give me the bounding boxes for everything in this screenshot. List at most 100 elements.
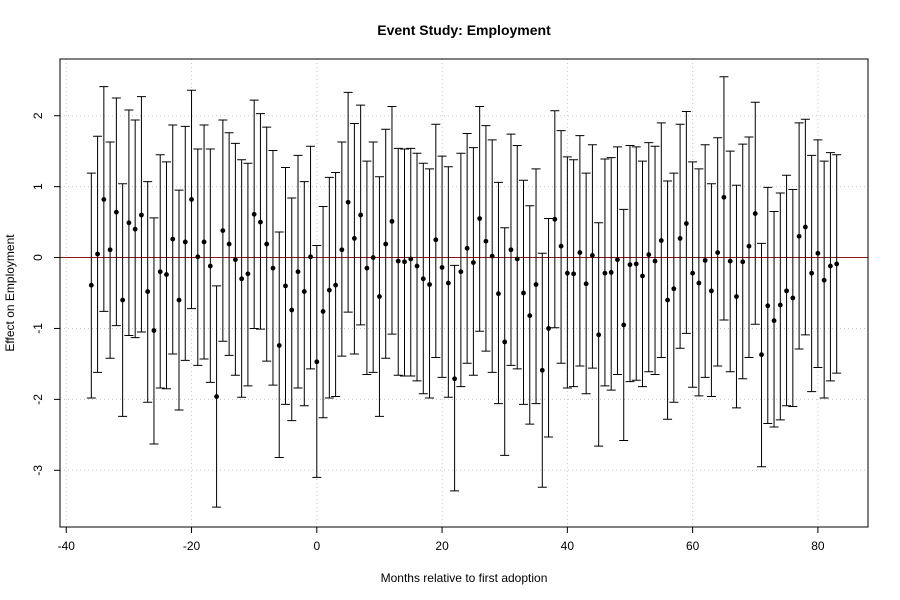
data-point [264,241,270,247]
data-point [170,236,176,242]
data-point [402,259,407,265]
data-point [445,280,451,286]
data-point [646,252,652,258]
data-point [521,290,526,296]
data-point [615,257,620,263]
data-point [207,263,213,269]
data-point [226,241,232,247]
data-point [345,199,351,205]
data-point [533,282,539,287]
data-point [370,255,376,260]
data-point [333,282,338,288]
points-layer [88,194,840,399]
data-point [145,289,151,294]
y-tick-label: 1 [31,183,45,190]
data-point [546,326,551,331]
data-point [88,282,94,288]
data-point [552,216,558,222]
data-point [564,270,570,276]
data-point [139,212,144,218]
y-axis: -3 -2 -1 0 1 2 [31,112,61,476]
data-point [220,228,226,234]
data-point [590,253,595,258]
y-tick-label: -2 [31,394,45,405]
data-point [414,263,420,269]
data-point [283,283,288,289]
data-point [683,221,689,226]
data-point [389,218,395,224]
data-point [539,367,545,373]
data-point [477,216,483,221]
y-tick-label: 2 [31,112,45,119]
data-point [201,239,207,245]
data-point [351,236,357,241]
y-tick-label: 0 [31,254,45,261]
data-point [464,245,470,251]
data-point [95,251,100,257]
data-point [496,291,501,297]
data-point [627,262,633,268]
grid-layer [60,59,868,527]
data-point [289,307,295,313]
x-tick-label: -20 [183,539,201,553]
data-point [665,297,670,303]
data-point [377,294,382,299]
data-point [608,270,614,275]
data-point [101,197,107,202]
data-point [420,276,426,282]
data-point [508,247,514,253]
x-tick-label: 60 [686,539,700,553]
error-bar [324,176,334,399]
data-point [326,287,332,293]
data-point [790,295,796,301]
data-point [777,302,783,308]
data-point [746,243,752,249]
x-tick-label: -40 [58,539,76,553]
data-point [621,322,627,328]
data-point [408,256,414,262]
data-point [821,277,827,283]
data-point [358,212,364,218]
data-point [270,265,276,271]
data-point [577,250,583,255]
x-tick-label: 40 [561,539,575,553]
data-point [301,289,307,294]
data-point [164,272,169,277]
data-point [796,233,802,239]
data-point [571,271,577,277]
data-point [245,271,251,277]
data-point [828,263,833,269]
data-point [258,219,263,225]
data-point [709,288,714,294]
data-point [765,303,771,309]
data-point [395,258,401,264]
data-point [734,294,739,299]
data-point [677,236,683,241]
data-point [470,260,476,265]
data-point [339,247,345,253]
data-point [320,309,326,314]
data-point [427,282,432,287]
data-point [558,243,564,249]
plot-frame [59,58,869,528]
data-point [126,220,132,226]
data-point [295,269,301,275]
data-point [771,318,777,324]
data-point [809,270,815,276]
data-point [458,269,464,275]
chart-title: Event Study: Employment [377,22,551,38]
data-point [232,257,238,263]
x-axis-label: Months relative to first adoption [381,571,548,585]
error-bar [644,142,654,373]
data-point [314,359,320,365]
error-bar [481,125,491,352]
data-point [740,259,746,265]
data-point [364,265,370,271]
data-point [759,352,764,358]
data-point [633,261,639,267]
data-point [602,270,608,276]
data-point [690,270,696,276]
data-point [834,261,840,267]
data-point [727,258,733,264]
